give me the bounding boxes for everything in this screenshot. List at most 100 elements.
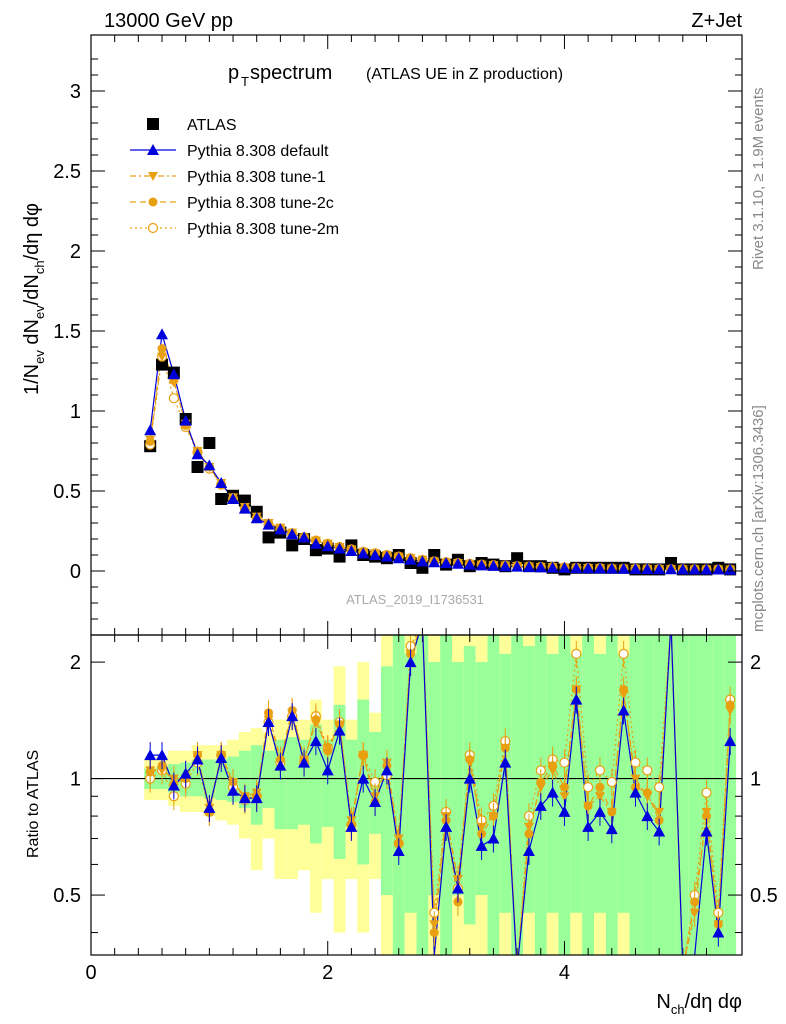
ratio-data-point [606, 807, 617, 817]
ratio-data-point [535, 783, 546, 793]
main-plot-panel: ATLAS_2019_I1736531 p T spectrum (ATLAS … [53, 34, 743, 955]
ratio-plot-panel: 0 2 4 0.5 0.5 1 1 2 2 [53, 634, 778, 984]
ratio-data-point [653, 825, 666, 837]
mc-data-point [156, 328, 169, 340]
header-process-label: Z+Jet [691, 10, 742, 32]
mc-data-point [167, 368, 180, 380]
atlas-data-point [215, 493, 228, 505]
mc-data-point [357, 547, 370, 559]
x-tick-label: 0 [85, 962, 96, 984]
ratio-data-point [570, 693, 583, 705]
legend-label: Pythia 8.308 tune-1 [187, 169, 326, 186]
ratio-data-point [605, 823, 618, 835]
y-axis-title-main: 1/Nev dNev/dNch/dη dφ [21, 203, 47, 395]
ratio-data-point [404, 656, 417, 668]
band-green-bin [724, 635, 737, 955]
atlas-data-point [262, 531, 275, 544]
y-tick-label: 3 [70, 81, 81, 103]
ratio-data-point [179, 767, 192, 779]
mc-data-point [558, 561, 571, 573]
ratio-data-point [558, 805, 571, 817]
mc-data-point [274, 523, 287, 535]
ratio-data-point [546, 786, 559, 798]
x-axis-title: Nch/dη dφ [656, 991, 742, 1017]
ratio-data-point [547, 766, 558, 776]
mc-data-point [664, 563, 677, 575]
mc-data-point [380, 550, 393, 562]
ratio-data-point [724, 735, 737, 747]
legend-label: ATLAS [187, 117, 237, 134]
mc-data-point [653, 563, 666, 575]
header-energy-label: 13000 GeV pp [104, 10, 233, 32]
legend-marker [148, 197, 158, 207]
ratio-data-point [451, 882, 464, 894]
mc-data-point [392, 552, 405, 564]
legend-marker [147, 222, 159, 234]
mc-data-point [700, 563, 713, 575]
ratio-data-point [475, 839, 488, 851]
ratio-data-point [144, 749, 157, 761]
ratio-data-point [357, 772, 370, 784]
legend-label: Pythia 8.308 tune-2c [187, 195, 334, 212]
ratio-data-point [463, 772, 476, 784]
mc-data-point [157, 352, 168, 362]
x-tick-label: 2 [322, 962, 333, 984]
ratio-data-point [345, 820, 358, 832]
mc-data-point [593, 562, 606, 574]
ratio-data-point [594, 792, 605, 802]
band-green-bin [309, 724, 322, 844]
ratio-y-tick-label-right: 2 [750, 652, 761, 674]
svg-text:p: p [228, 62, 239, 84]
main-series-line [149, 334, 731, 571]
ratio-data-point [250, 792, 263, 804]
ratio-data-point [725, 706, 736, 716]
mc-data-point [250, 512, 263, 524]
mc-data-point [309, 537, 322, 549]
mc-data-point [487, 559, 500, 571]
ratio-data-point [476, 822, 487, 832]
title-subtitle: (ATLAS UE in Z production) [366, 66, 563, 83]
ratio-data-point [156, 749, 169, 761]
ratio-data-point [238, 792, 251, 804]
ratio-data-marks [91, 635, 742, 955]
ratio-y-tick-label-right: 1 [750, 769, 761, 791]
ratio-data-point [593, 805, 606, 817]
band-green-bin [404, 653, 417, 913]
band-green-bin [238, 750, 251, 808]
ratio-data-point [500, 743, 511, 753]
mc-data-point [570, 562, 583, 574]
ratio-data-point [583, 782, 594, 793]
band-green-bin [688, 635, 701, 955]
watermark-label: ATLAS_2019_I1736531 [346, 592, 484, 607]
atlas-data-point [156, 358, 169, 371]
y-axis-title-ratio: Ratio to ATLAS [25, 750, 42, 858]
mc-data-point [440, 557, 453, 568]
svg-text:Nch/dη dφ: Nch/dη dφ [656, 991, 742, 1017]
ratio-data-point [321, 764, 334, 776]
ratio-data-point [298, 756, 311, 768]
ratio-data-point [227, 784, 240, 796]
legend-marker [147, 144, 159, 155]
ratio-data-point [701, 787, 712, 798]
mc-data-point [203, 459, 216, 471]
ratio-y-tick-label: 0.5 [53, 885, 81, 907]
mc-data-point [629, 562, 642, 574]
ratio-y-tick-label-right: 0.5 [750, 885, 778, 907]
ratio-axes: 0 2 4 0.5 0.5 1 1 2 2 [53, 634, 778, 984]
mc-data-point [428, 556, 441, 568]
ratio-data-point [499, 756, 512, 768]
ratio-data-point [488, 812, 499, 822]
band-green-bin [712, 635, 725, 955]
ratio-data-point [358, 751, 369, 761]
ratio-data-point [333, 724, 346, 736]
mc-data-point [321, 540, 334, 552]
mcplots-label: mcplots.cern.ch [arXiv:1306.3436] [750, 405, 767, 632]
mc-data-point [522, 561, 535, 572]
ratio-data-point [583, 801, 594, 811]
mc-data-point [534, 561, 547, 573]
band-green-bin [665, 635, 677, 955]
mc-data-point [144, 424, 157, 436]
band-green-bin [286, 737, 299, 830]
svg-text:spectrum: spectrum [250, 62, 332, 84]
mc-data-point [724, 563, 737, 575]
